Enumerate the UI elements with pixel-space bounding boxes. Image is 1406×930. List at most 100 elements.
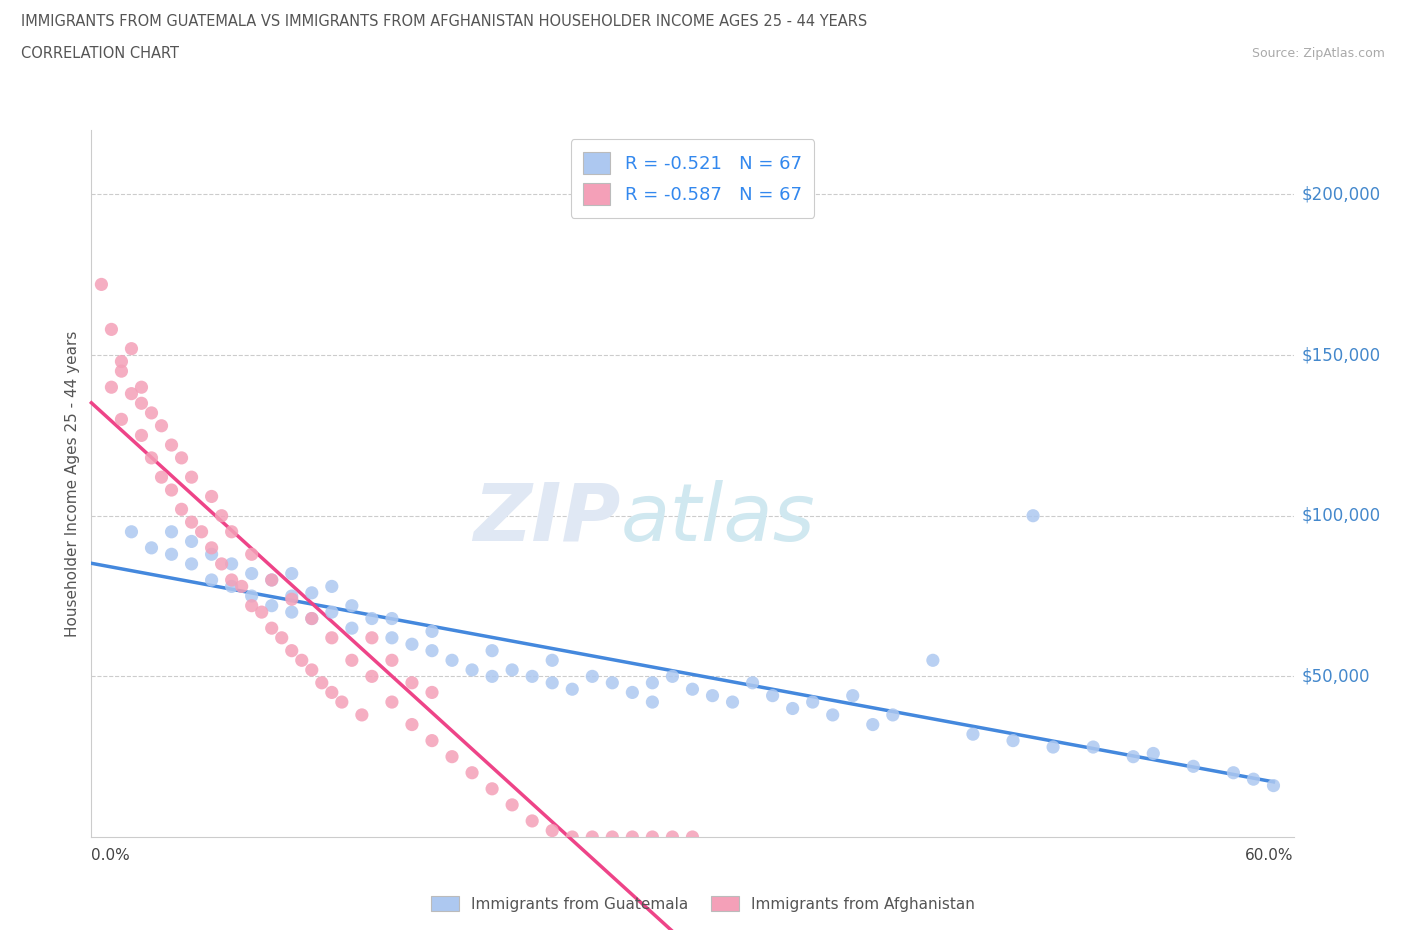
Point <box>420 624 443 639</box>
Y-axis label: Householder Income Ages 25 - 44 years: Householder Income Ages 25 - 44 years <box>65 330 80 637</box>
Point <box>110 412 132 427</box>
Point <box>221 579 243 594</box>
Point <box>281 644 304 658</box>
Point <box>131 379 153 394</box>
Point <box>211 556 233 571</box>
Point <box>621 685 644 700</box>
Point <box>522 814 544 829</box>
Point <box>260 573 283 588</box>
Text: CORRELATION CHART: CORRELATION CHART <box>21 46 179 61</box>
Point <box>561 682 583 697</box>
Point <box>541 675 564 690</box>
Point <box>231 579 253 594</box>
Point <box>401 637 423 652</box>
Legend: Immigrants from Guatemala, Immigrants from Afghanistan: Immigrants from Guatemala, Immigrants fr… <box>425 889 981 918</box>
Point <box>762 688 785 703</box>
Text: $50,000: $50,000 <box>1302 668 1371 685</box>
Point <box>160 483 183 498</box>
Text: $200,000: $200,000 <box>1302 185 1381 204</box>
Point <box>702 688 724 703</box>
Point <box>1022 509 1045 524</box>
Point <box>741 675 763 690</box>
Legend: R = -0.521   N = 67, R = -0.587   N = 67: R = -0.521 N = 67, R = -0.587 N = 67 <box>571 140 814 218</box>
Point <box>440 653 463 668</box>
Point <box>281 589 304 604</box>
Point <box>190 525 212 539</box>
Point <box>360 669 382 684</box>
Text: ZIP: ZIP <box>472 480 620 558</box>
Point <box>301 611 323 626</box>
Point <box>281 591 304 606</box>
Point <box>100 322 122 337</box>
Point <box>782 701 804 716</box>
Point <box>501 662 523 677</box>
Point <box>1243 772 1265 787</box>
Point <box>180 470 202 485</box>
Point <box>681 830 703 844</box>
Point <box>340 653 363 668</box>
Point <box>602 675 624 690</box>
Point <box>661 830 683 844</box>
Point <box>121 341 143 356</box>
Point <box>1142 746 1164 761</box>
Point <box>180 514 202 529</box>
Point <box>160 525 183 539</box>
Point <box>381 611 404 626</box>
Point <box>110 364 132 379</box>
Point <box>221 573 243 588</box>
Point <box>141 405 163 420</box>
Point <box>1182 759 1205 774</box>
Point <box>641 830 664 844</box>
Point <box>561 830 583 844</box>
Point <box>121 386 143 401</box>
Point <box>360 611 382 626</box>
Point <box>180 556 202 571</box>
Point <box>1042 739 1064 754</box>
Point <box>340 598 363 613</box>
Point <box>211 509 233 524</box>
Point <box>522 669 544 684</box>
Point <box>801 695 824 710</box>
Point <box>131 396 153 411</box>
Text: 60.0%: 60.0% <box>1246 848 1294 863</box>
Point <box>291 653 314 668</box>
Point <box>1083 739 1105 754</box>
Point <box>1122 750 1144 764</box>
Point <box>270 631 292 645</box>
Point <box>321 579 343 594</box>
Point <box>131 428 153 443</box>
Point <box>841 688 863 703</box>
Point <box>121 525 143 539</box>
Point <box>301 585 323 600</box>
Point <box>621 830 644 844</box>
Point <box>201 573 224 588</box>
Point <box>240 598 263 613</box>
Text: $150,000: $150,000 <box>1302 346 1381 364</box>
Point <box>260 573 283 588</box>
Point <box>481 644 503 658</box>
Point <box>541 823 564 838</box>
Point <box>350 708 373 723</box>
Point <box>1222 765 1244 780</box>
Point <box>821 708 844 723</box>
Point <box>461 765 484 780</box>
Point <box>721 695 744 710</box>
Point <box>440 750 463 764</box>
Point <box>461 662 484 677</box>
Point <box>381 653 404 668</box>
Point <box>381 631 404 645</box>
Point <box>420 733 443 748</box>
Point <box>170 450 193 465</box>
Point <box>862 717 884 732</box>
Point <box>141 450 163 465</box>
Point <box>481 669 503 684</box>
Point <box>501 797 523 812</box>
Point <box>602 830 624 844</box>
Point <box>160 547 183 562</box>
Point <box>301 662 323 677</box>
Point <box>330 695 353 710</box>
Point <box>240 547 263 562</box>
Point <box>170 502 193 517</box>
Point <box>240 589 263 604</box>
Point <box>240 566 263 581</box>
